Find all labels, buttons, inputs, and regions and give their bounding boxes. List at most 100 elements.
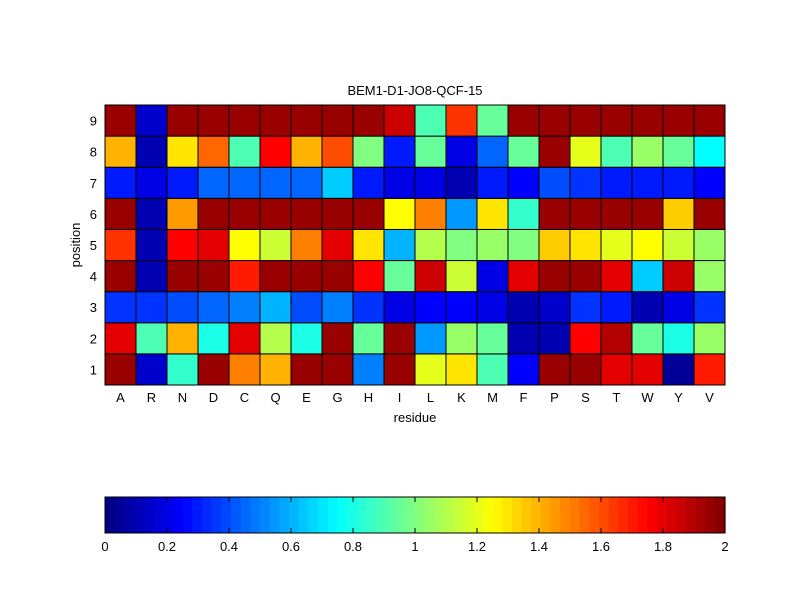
heatmap-cell bbox=[228, 135, 261, 168]
colorbar-segment bbox=[715, 497, 726, 533]
heatmap-cell bbox=[383, 228, 416, 262]
heatmap-cell bbox=[538, 228, 571, 262]
heatmap-cell bbox=[600, 291, 633, 324]
heatmap-cell bbox=[600, 322, 633, 355]
colorbar-tick-label: 1.6 bbox=[592, 539, 610, 554]
x-tick-label: V bbox=[705, 390, 714, 405]
colorbar-segment bbox=[511, 497, 523, 533]
colorbar-segment bbox=[172, 497, 184, 533]
heatmap-cell bbox=[104, 322, 137, 355]
heatmap-cell bbox=[662, 322, 695, 355]
colorbar-segment bbox=[502, 497, 513, 533]
heatmap-cell bbox=[445, 197, 478, 230]
colorbar-tick-label: 1.4 bbox=[530, 539, 548, 554]
x-tick-label: N bbox=[178, 390, 187, 405]
colorbar-segment bbox=[647, 497, 658, 533]
heatmap-cell bbox=[383, 322, 416, 355]
heatmap-cell bbox=[693, 166, 726, 199]
heatmap-cell bbox=[538, 353, 571, 386]
x-tick-label: Q bbox=[270, 390, 280, 405]
colorbar-segment bbox=[637, 497, 649, 533]
colorbar-segment bbox=[540, 497, 552, 533]
colorbar bbox=[105, 497, 726, 533]
y-tick-label: 2 bbox=[90, 331, 97, 346]
heatmap-cell bbox=[228, 260, 261, 293]
heatmap-cell bbox=[352, 228, 385, 262]
heatmap-cell bbox=[352, 291, 385, 324]
heatmap-cell bbox=[321, 166, 354, 199]
heatmap-cell bbox=[693, 228, 726, 262]
heatmap-cell bbox=[507, 291, 540, 324]
heatmap-cell bbox=[197, 166, 230, 199]
heatmap-cell bbox=[383, 260, 416, 293]
heatmap-cell bbox=[600, 353, 633, 386]
heatmap-cell bbox=[538, 197, 571, 230]
heatmap-cell bbox=[662, 353, 695, 386]
colorbar-tick-label: 0.4 bbox=[220, 539, 238, 554]
heatmap-cell bbox=[631, 197, 664, 230]
heatmap-cell bbox=[445, 260, 478, 293]
heatmap-cell bbox=[476, 353, 509, 386]
heatmap-cell bbox=[569, 291, 602, 324]
heatmap-cell bbox=[135, 291, 168, 324]
colorbar-segment bbox=[686, 497, 697, 533]
heatmap-cell bbox=[476, 291, 509, 324]
heatmap-cell bbox=[290, 166, 323, 199]
heatmap-cell bbox=[383, 197, 416, 230]
heatmap-cell bbox=[290, 197, 323, 230]
heatmap-cell bbox=[445, 322, 478, 355]
heatmap-cell bbox=[135, 166, 168, 199]
colorbar-segment bbox=[337, 497, 348, 533]
colorbar-segment bbox=[676, 497, 687, 533]
heatmap-cell bbox=[569, 322, 602, 355]
heatmap-cell bbox=[321, 228, 354, 262]
heatmap-cell bbox=[197, 322, 230, 355]
heatmap-cell bbox=[321, 197, 354, 230]
heatmap-cell bbox=[662, 135, 695, 168]
heatmap-cell bbox=[569, 135, 602, 168]
x-tick-label: I bbox=[398, 390, 402, 405]
heatmap-cell bbox=[321, 135, 354, 168]
colorbar-tick-label: 1 bbox=[411, 539, 418, 554]
heatmap-cell bbox=[352, 135, 385, 168]
y-tick-label: 5 bbox=[90, 238, 97, 253]
heatmap-cell bbox=[228, 322, 261, 355]
heatmap-cell bbox=[538, 166, 571, 199]
heatmap-cell bbox=[445, 104, 478, 137]
heatmap-cell bbox=[259, 322, 292, 355]
heatmap-cell bbox=[290, 353, 323, 386]
heatmap-cell bbox=[104, 104, 137, 137]
colorbar-segment bbox=[153, 497, 164, 533]
colorbar-segment bbox=[105, 497, 116, 533]
heatmap-cell bbox=[538, 322, 571, 355]
heatmap-cell bbox=[693, 197, 726, 230]
heatmap-cell bbox=[259, 353, 292, 386]
heatmap-cell bbox=[104, 260, 137, 293]
heatmap-cell bbox=[135, 135, 168, 168]
heatmap-cell bbox=[135, 228, 168, 262]
heatmap-cell bbox=[631, 353, 664, 386]
heatmap-cell bbox=[352, 322, 385, 355]
colorbar-segment bbox=[434, 497, 445, 533]
heatmap-cell bbox=[507, 197, 540, 230]
heatmap-cell bbox=[445, 353, 478, 386]
heatmap-cell bbox=[290, 322, 323, 355]
colorbar-segment bbox=[182, 497, 193, 533]
colorbar-segment bbox=[589, 497, 600, 533]
colorbar-segment bbox=[482, 497, 494, 533]
colorbar-segment bbox=[492, 497, 503, 533]
colorbar-segment bbox=[628, 497, 639, 533]
plot-frame bbox=[104, 104, 726, 386]
heatmap-cell bbox=[383, 104, 416, 137]
heatmap-cell bbox=[259, 135, 292, 168]
heatmap-cell bbox=[693, 353, 726, 386]
x-tick-label: P bbox=[550, 390, 559, 405]
heatmap-cell bbox=[383, 291, 416, 324]
colorbar-segment bbox=[356, 497, 368, 533]
colorbar-tick-label: 1.8 bbox=[654, 539, 672, 554]
heatmap-cell bbox=[693, 260, 726, 293]
x-tick-label: A bbox=[116, 390, 125, 405]
colorbar-segment bbox=[240, 497, 251, 533]
heatmap-cell bbox=[104, 228, 137, 262]
